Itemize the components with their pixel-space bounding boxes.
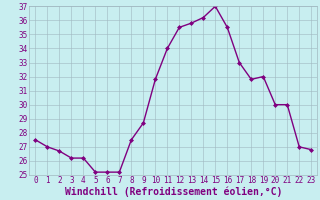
- X-axis label: Windchill (Refroidissement éolien,°C): Windchill (Refroidissement éolien,°C): [65, 187, 282, 197]
